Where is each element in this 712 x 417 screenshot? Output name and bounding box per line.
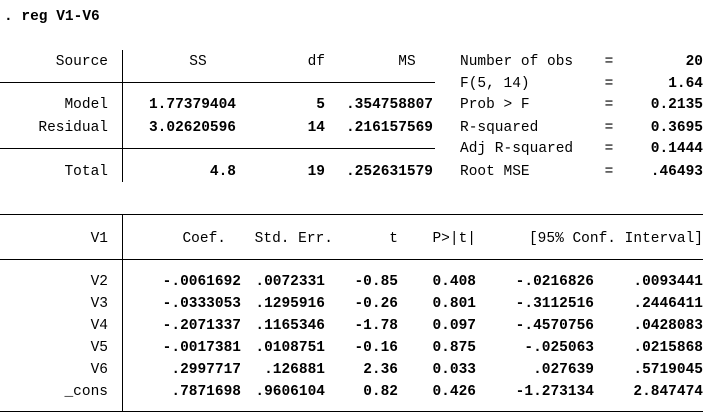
coef-row-label: _cons xyxy=(63,384,108,400)
anova-header: Source xyxy=(56,54,108,70)
stat-sign: = xyxy=(605,76,614,92)
anova-header: df xyxy=(308,54,325,70)
coef-cell: -.2071337 xyxy=(163,318,241,334)
stat-value: 0.2135 xyxy=(651,97,703,113)
anova-cell: 3.02620596 xyxy=(149,120,236,136)
stat-value: 0.3695 xyxy=(651,120,703,136)
stat-label: R-squared xyxy=(460,120,538,136)
coef-cell: .7871698 xyxy=(171,384,241,400)
coef-cell: .2446411 xyxy=(633,296,703,312)
command: . reg V1-V6 xyxy=(4,9,100,25)
coef-header: t xyxy=(389,231,398,247)
coef-cell: 0.801 xyxy=(432,296,476,312)
anova-cell: 1.77379404 xyxy=(149,97,236,113)
anova-cell: .216157569 xyxy=(346,120,433,136)
anova-row-label: Residual xyxy=(38,120,108,136)
coef-cell: -.0061692 xyxy=(163,274,241,290)
coef-cell: -0.26 xyxy=(354,296,398,312)
coef-cell: .027639 xyxy=(533,362,594,378)
coef-cell: -.0216826 xyxy=(516,274,594,290)
coef-cell: .0108751 xyxy=(255,340,325,356)
coef-cell: .0093441 xyxy=(633,274,703,290)
coef-row-label: V5 xyxy=(91,340,108,356)
stat-sign: = xyxy=(605,164,614,180)
coef-cell: 0.408 xyxy=(432,274,476,290)
anova-cell: 19 xyxy=(308,164,325,180)
stat-sign: = xyxy=(605,141,614,157)
stat-value: 0.1444 xyxy=(651,141,704,157)
stat-sign: = xyxy=(605,54,614,70)
coef-cell: 0.426 xyxy=(432,384,476,400)
stat-sign: = xyxy=(605,97,614,113)
coef-header: Std. Err. xyxy=(255,231,333,247)
coef-cell: .0072331 xyxy=(255,274,325,290)
coef-cell: 2.847474 xyxy=(633,384,703,400)
coef-cell: -0.16 xyxy=(354,340,398,356)
stat-value: 20 xyxy=(686,54,703,70)
stat-label: Prob > F xyxy=(460,97,530,113)
stat-value: .46493 xyxy=(651,164,703,180)
anova-row-label: Model xyxy=(64,97,108,113)
coef-cell: 0.82 xyxy=(363,384,398,400)
coef-cell: .1295916 xyxy=(255,296,325,312)
anova-cell: .252631579 xyxy=(346,164,433,180)
coef-header: P>|t| xyxy=(432,231,476,247)
coef-cell: .1165346 xyxy=(255,318,325,334)
anova-header: MS xyxy=(398,54,415,70)
coef-cell: 0.033 xyxy=(432,362,476,378)
coef-header: Coef. xyxy=(182,231,226,247)
coef-cell: -.025063 xyxy=(524,340,594,356)
coef-row-label: V6 xyxy=(91,362,108,378)
coef-cell: .126881 xyxy=(264,362,325,378)
coef-row-label: V2 xyxy=(91,274,108,290)
anova-cell: 5 xyxy=(316,97,325,113)
stat-label: Number of obs xyxy=(460,54,573,70)
stat-value: 1.64 xyxy=(668,76,703,92)
coef-cell: -1.78 xyxy=(354,318,398,334)
coef-cell: 0.097 xyxy=(432,318,476,334)
coef-row-label: V3 xyxy=(91,296,108,312)
coef-cell: -.0017381 xyxy=(163,340,242,356)
coef-cell: -.4570756 xyxy=(516,318,594,334)
coef-cell: .0215868 xyxy=(633,340,703,356)
coef-cell: -.0333053 xyxy=(163,296,241,312)
stat-label: F(5, 14) xyxy=(460,76,530,92)
coef-cell: -.3112516 xyxy=(516,296,594,312)
coef-cell: -1.273134 xyxy=(516,384,595,400)
coef-cell: 2.36 xyxy=(363,362,398,378)
coef-header: [95% Conf. Interval] xyxy=(529,231,703,247)
stat-sign: = xyxy=(605,120,614,136)
coef-cell: 0.875 xyxy=(432,340,476,356)
anova-cell: 14 xyxy=(308,120,326,136)
coef-cell: -0.85 xyxy=(354,274,398,290)
anova-cell: .354758807 xyxy=(346,97,433,113)
coef-cell: .2997717 xyxy=(171,362,241,378)
anova-cell: 4.8 xyxy=(210,164,236,180)
coef-cell: .9606104 xyxy=(255,384,325,400)
coef-cell: .5719045 xyxy=(633,362,703,378)
anova-row-label: Total xyxy=(64,164,108,180)
anova-header: SS xyxy=(189,54,206,70)
coef-header: V1 xyxy=(91,231,108,247)
coef-row-label: V4 xyxy=(91,318,108,334)
stat-label: Adj R-squared xyxy=(460,141,573,157)
coef-cell: .0428083 xyxy=(633,318,703,334)
stat-label: Root MSE xyxy=(460,164,530,180)
